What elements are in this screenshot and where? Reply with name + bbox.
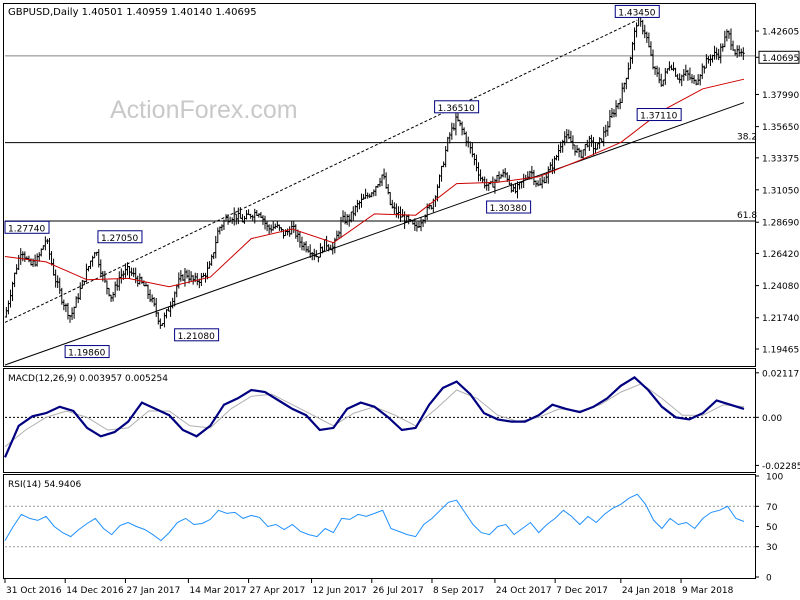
price-tick-label: 1.40695 <box>762 54 799 64</box>
date-tick-label: 12 Jun 2017 <box>313 586 367 596</box>
level-label: 61.8 <box>737 211 757 221</box>
price-annotation: 1.27050 <box>97 230 143 244</box>
price-annotation: 1.30380 <box>486 200 532 214</box>
annotation-label: 1.27050 <box>101 234 138 244</box>
rsi-panel-frame <box>3 474 756 579</box>
price-tick-label: 1.28690 <box>762 219 799 229</box>
annotation-label: 1.30380 <box>490 204 527 214</box>
macd-tick-label: 0.02117 <box>762 369 799 379</box>
current-price-box <box>758 50 800 64</box>
channel-lower-line <box>4 102 745 366</box>
price-plot: 38.2 61.8 1.27740 1.27050 1.19860 1.21080 1.36… <box>4 4 757 366</box>
annotation-label: 1.27740 <box>8 224 45 234</box>
rsi-tick-label: 70 <box>766 503 778 513</box>
annotation-label: 1.19860 <box>68 349 105 359</box>
price-annotation: 1.21080 <box>174 328 220 342</box>
rsi-tick-label: 100 <box>766 473 783 483</box>
date-tick-label: 24 Jan 2018 <box>622 586 676 596</box>
macd-tick-label: -0.02285 <box>762 462 800 472</box>
chart-header: GBPUSD,Daily 1.40501 1.40959 1.40140 1.4… <box>8 7 257 18</box>
macd-plot <box>3 376 755 458</box>
date-tick-label: 9 Mar 2018 <box>682 586 734 596</box>
date-tick-label: 8 Sep 2017 <box>433 586 484 596</box>
price-annotation: 1.43450 <box>614 4 660 18</box>
rsi-title: RSI(14) 54.9406 <box>8 480 81 490</box>
price-tick-label: 1.42605 <box>762 28 799 38</box>
macd-tick-label: 0.00 <box>762 414 782 424</box>
ohlc-bar <box>741 47 745 61</box>
rsi-tick-label: 30 <box>766 543 778 553</box>
price-annotation: 1.19860 <box>64 345 110 359</box>
date-tick-label: 27 Apr 2017 <box>250 586 306 596</box>
price-tick-label: 1.37990 <box>762 91 799 101</box>
annotation-label: 1.37110 <box>640 112 677 122</box>
annotation-label: 1.43450 <box>618 8 655 18</box>
date-tick-label: 24 Oct 2017 <box>496 586 552 596</box>
moving-average-line <box>4 78 745 288</box>
rsi-tick-label: 0 <box>766 574 772 584</box>
rsi-tick-label: 50 <box>766 523 778 533</box>
date-tick-label: 26 Jul 2017 <box>373 586 424 596</box>
level-label: 38.2 <box>737 133 757 143</box>
price-tick-label: 1.26420 <box>762 250 799 260</box>
price-tick-label: 1.24080 <box>762 282 799 292</box>
watermark: ActionForex.com <box>110 96 298 124</box>
annotation-label: 1.21080 <box>178 332 215 342</box>
price-tick-label: 1.21740 <box>762 314 799 324</box>
rsi-line <box>4 493 745 542</box>
date-tick-label: 14 Dec 2016 <box>66 586 124 596</box>
rsi-plot <box>4 493 755 548</box>
axes: 1.42605 1.40695 1.37990 1.35650 1.33375 1.310… <box>4 28 800 596</box>
date-tick-label: 7 Dec 2017 <box>556 586 608 596</box>
price-tick-label: 1.33375 <box>762 154 799 164</box>
macd-title: MACD(12,26,9) 0.003957 0.005254 <box>8 374 168 384</box>
date-tick-label: 14 Mar 2017 <box>189 586 246 596</box>
macd-line <box>3 376 745 458</box>
date-tick-label: 31 Oct 2016 <box>6 586 62 596</box>
channel-upper-line <box>4 19 638 323</box>
date-tick-label: 27 Jan 2017 <box>126 586 180 596</box>
price-annotation: 1.36510 <box>434 100 480 114</box>
price-tick-label: 1.35650 <box>762 123 799 133</box>
price-annotation: 1.37110 <box>636 108 682 122</box>
price-tick-label: 1.19465 <box>762 345 799 355</box>
price-tick-label: 1.31050 <box>762 186 799 196</box>
annotation-label: 1.36510 <box>438 104 475 114</box>
price-annotation: 1.27740 <box>4 220 50 234</box>
